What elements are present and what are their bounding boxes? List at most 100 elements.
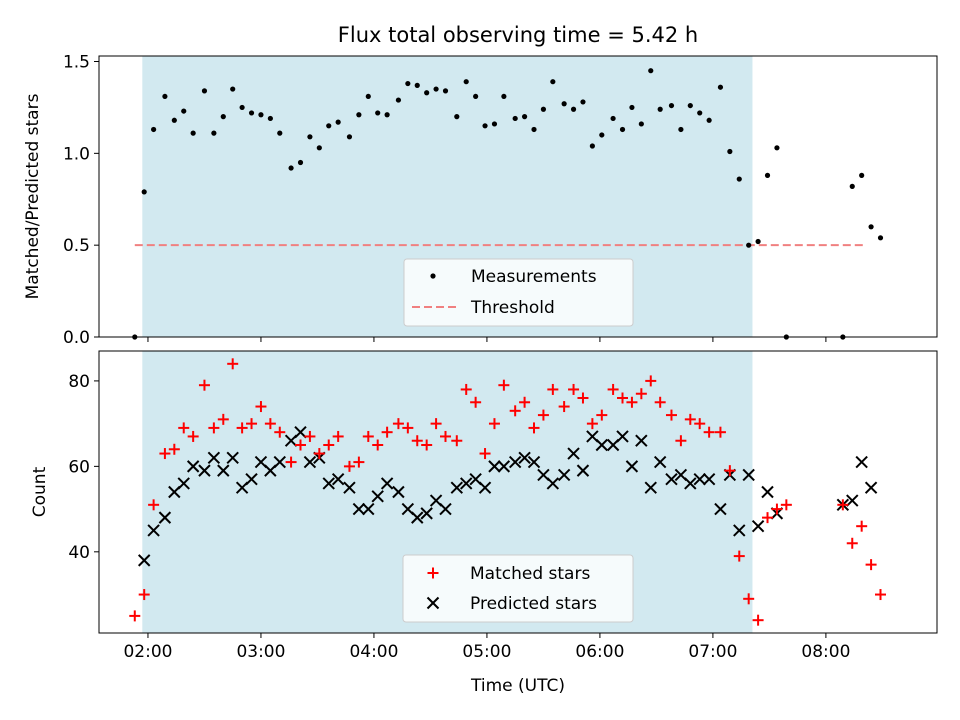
predicted-stars-point — [518, 451, 531, 465]
x-stroke-b — [198, 464, 211, 477]
matched-stars-point — [875, 589, 887, 601]
measurement-point — [717, 84, 724, 90]
x-stroke-b — [460, 477, 473, 490]
x-stroke-b — [401, 502, 415, 516]
x-stroke-b — [439, 502, 452, 516]
matched-stars-point — [264, 418, 276, 430]
predicted-stars-point — [855, 455, 868, 469]
measurement-point — [433, 86, 439, 92]
x-stroke-b — [362, 502, 375, 516]
measurement-point — [657, 106, 663, 112]
legend-predicted-marker — [426, 596, 440, 610]
measurement-point — [482, 123, 488, 129]
matched-stars-point — [488, 418, 500, 430]
measurement-point — [678, 126, 684, 133]
measurement-point — [162, 93, 168, 100]
measurement-point — [521, 114, 528, 120]
x-stroke-b — [864, 481, 878, 494]
matched-stars-point — [743, 593, 755, 605]
x-stroke-b — [426, 596, 440, 610]
top-y-tick-label: 1.0 — [63, 144, 90, 164]
predicted-stars-point — [497, 460, 511, 473]
bottom-legend: Matched stars Predicted stars — [402, 554, 634, 623]
measurement-point — [454, 114, 460, 120]
measurement-point — [141, 189, 147, 195]
predicted-stars-point — [527, 455, 541, 469]
x-stroke-b — [429, 494, 443, 507]
matched-stars-point — [856, 520, 868, 532]
measurement-point — [442, 88, 449, 94]
x-stroke-b — [665, 472, 678, 486]
measurement-point — [151, 126, 157, 133]
measurement-point — [610, 115, 616, 122]
predicted-stars-point — [478, 481, 492, 494]
measurement-point — [365, 93, 371, 100]
predicted-stars-point — [751, 519, 765, 533]
matched-stars-point — [733, 550, 745, 562]
predicted-stars-point — [371, 490, 384, 503]
x-stroke-b — [469, 472, 482, 486]
predicted-stars-point — [186, 460, 200, 473]
measurement-point — [326, 123, 332, 129]
predicted-stars-point — [761, 485, 774, 499]
predicted-stars-point — [576, 464, 590, 477]
measurement-point — [638, 121, 644, 127]
measurement-point — [570, 106, 577, 112]
predicted-stars-point — [245, 472, 258, 486]
x-stroke-b — [343, 481, 356, 494]
measurement-point — [629, 104, 635, 111]
matched-stars-point — [714, 426, 726, 438]
x-stroke-b — [488, 460, 501, 473]
matched-stars-point — [294, 439, 306, 451]
x-stroke-b — [644, 481, 657, 494]
x-stroke-b — [846, 494, 859, 507]
measurement-point — [473, 93, 479, 100]
matched-stars-point — [654, 396, 666, 408]
measurement-point — [648, 68, 654, 74]
x-tick-label: 08:00 — [801, 642, 850, 662]
matched-stars-point — [439, 430, 451, 442]
x-stroke-b — [226, 451, 239, 465]
measurement-point — [171, 117, 177, 123]
measurement-point — [384, 112, 390, 118]
matched-stars-point — [537, 409, 549, 421]
matched-stars-point — [430, 418, 442, 430]
x-stroke-b — [411, 511, 424, 524]
matched-stars-point — [187, 430, 199, 442]
x-stroke-b — [567, 447, 580, 460]
measurement-point — [297, 159, 304, 166]
measurement-point — [599, 132, 605, 138]
matched-stars-point — [421, 439, 433, 451]
matched-stars-point — [752, 614, 764, 626]
x-stroke-b — [761, 485, 774, 499]
matched-stars-point — [577, 392, 589, 404]
measurement-point — [414, 82, 420, 88]
legend-measurements-label: Measurements — [471, 267, 597, 287]
x-tick-label: 05:00 — [462, 642, 511, 662]
measurement-point — [375, 110, 381, 116]
bottom-y-axis-label: Count — [30, 466, 50, 517]
matched-stars-point — [255, 401, 267, 413]
x-stroke-b — [158, 511, 172, 524]
predicted-stars-point — [392, 485, 405, 499]
matched-stars-point — [837, 499, 849, 511]
measurement-point — [849, 183, 855, 189]
matched-stars-point — [645, 375, 657, 387]
measurement-point — [491, 121, 498, 127]
x-stroke-b — [546, 477, 560, 490]
matched-stars-point — [568, 383, 580, 395]
matched-stars-point — [208, 422, 220, 434]
predicted-stars-point — [207, 451, 221, 465]
measurement-point — [190, 130, 196, 136]
matched-stars-point — [159, 448, 171, 460]
measurement-point — [755, 238, 761, 245]
top-legend: Measurements Threshold — [403, 258, 634, 327]
x-stroke-b — [207, 451, 221, 465]
panel-ratio: 0.0 0.5 1.0 1.5 Flux total observing time =… — [23, 23, 938, 348]
predicted-stars-point — [684, 477, 697, 490]
measurement-point — [424, 90, 430, 96]
x-stroke-b — [557, 468, 571, 482]
matched-stars-point — [617, 392, 629, 404]
predicted-stars-point — [158, 511, 172, 524]
